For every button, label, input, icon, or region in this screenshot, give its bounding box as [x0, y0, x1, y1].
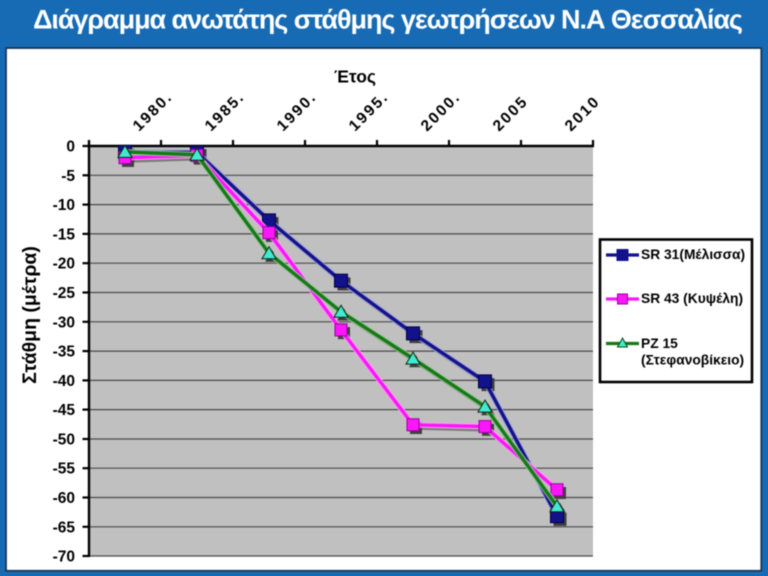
svg-text:Στάθμη (μέτρα): Στάθμη (μέτρα)	[19, 246, 41, 384]
svg-text:-70: -70	[53, 549, 75, 566]
svg-text:-45: -45	[53, 402, 76, 419]
svg-text:-55: -55	[53, 461, 76, 478]
svg-text:(Στεφανοβίκειο): (Στεφανοβίκειο)	[641, 353, 744, 368]
svg-text:-35: -35	[53, 344, 76, 361]
svg-text:-15: -15	[53, 226, 76, 243]
svg-text:-50: -50	[53, 432, 75, 449]
svg-text:PZ 15: PZ 15	[641, 336, 678, 351]
svg-text:-65: -65	[53, 519, 76, 536]
svg-text:SR 31(Μέλισσα): SR 31(Μέλισσα)	[641, 247, 745, 262]
svg-text:-10: -10	[53, 197, 75, 214]
svg-text:-25: -25	[53, 285, 76, 302]
svg-text:-40: -40	[53, 373, 75, 390]
svg-text:-20: -20	[53, 256, 75, 273]
svg-text:-5: -5	[61, 168, 75, 185]
svg-text:Έτος: Έτος	[334, 67, 376, 87]
svg-text:0: 0	[66, 139, 75, 156]
svg-text:SR 43 (Κυψέλη): SR 43 (Κυψέλη)	[641, 291, 743, 306]
svg-text:-60: -60	[53, 490, 75, 507]
svg-text:Διάγραμμα ανωτάτης στάθμης γεω: Διάγραμμα ανωτάτης στάθμης γεωτρήσεων Ν.…	[33, 5, 742, 35]
svg-text:-30: -30	[53, 314, 75, 331]
